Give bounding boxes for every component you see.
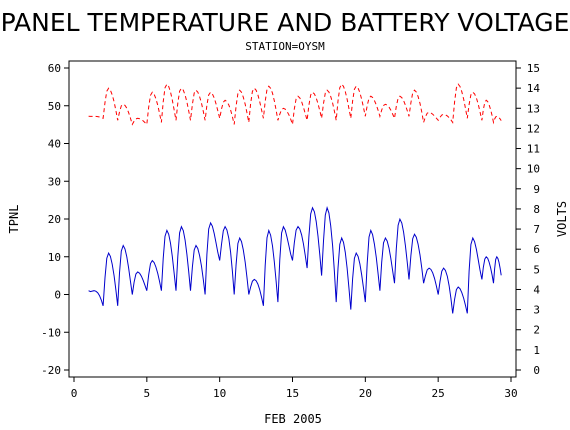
x-tick-label: 30 — [504, 387, 517, 400]
x-axis-label: FEB 2005 — [264, 412, 322, 426]
left-tick-label: 60 — [48, 62, 61, 75]
chart-subtitle: STATION=OYSM — [245, 40, 325, 53]
left-tick-label: -20 — [41, 364, 61, 377]
right-tick-label: 11 — [527, 143, 540, 156]
right-tick-label: 6 — [533, 243, 540, 256]
left-tick-label: 40 — [48, 138, 61, 151]
x-tick-label: 25 — [432, 387, 445, 400]
left-axis: -20 -10 0 10 20 30 40 50 60 — [41, 62, 69, 377]
right-tick-label: 15 — [527, 62, 540, 75]
right-tick-label: 13 — [527, 102, 540, 115]
left-tick-label: 30 — [48, 175, 61, 188]
right-tick-label: 5 — [533, 263, 540, 276]
right-tick-label: 9 — [533, 183, 540, 196]
right-tick-label: 4 — [533, 283, 540, 296]
right-tick-label: 14 — [527, 82, 541, 95]
plot-frame — [68, 60, 517, 378]
x-axis: 0 5 10 15 20 25 30 — [71, 377, 518, 400]
right-tick-label: 2 — [533, 324, 540, 337]
x-tick-label: 20 — [359, 387, 372, 400]
y-axis-label-left: TPNL — [7, 205, 21, 234]
left-tick-label: 50 — [48, 100, 61, 113]
right-tick-label: 12 — [527, 122, 540, 135]
right-tick-label: 7 — [533, 223, 540, 236]
battery-voltage-line — [88, 83, 502, 126]
x-tick-label: 5 — [144, 387, 151, 400]
right-tick-label: 10 — [527, 163, 540, 176]
left-tick-label: 10 — [48, 251, 61, 264]
panel-temperature-line — [88, 206, 502, 314]
right-tick-label: 8 — [533, 203, 540, 216]
left-tick-label: -10 — [41, 326, 61, 339]
left-tick-label: 0 — [54, 289, 61, 302]
y-axis-label-right: VOLTS — [555, 201, 569, 237]
chart-title: PANEL TEMPERATURE AND BATTERY VOLTAGE — [1, 8, 570, 37]
x-tick-label: 10 — [213, 387, 226, 400]
right-tick-label: 1 — [533, 344, 540, 357]
right-tick-label: 3 — [533, 304, 540, 317]
x-tick-label: 15 — [286, 387, 299, 400]
x-tick-label: 0 — [71, 387, 78, 400]
series-layer — [88, 83, 502, 314]
right-tick-label: 0 — [533, 364, 540, 377]
left-tick-label: 20 — [48, 213, 61, 226]
